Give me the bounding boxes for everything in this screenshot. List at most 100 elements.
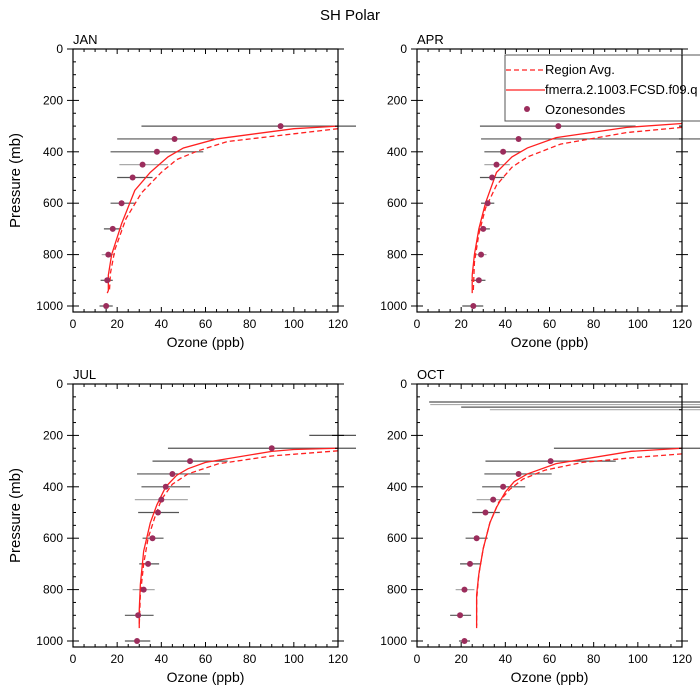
x-tick-label: 80 — [587, 317, 601, 331]
x-tick-label: 60 — [199, 317, 213, 331]
y-tick-label: 200 — [43, 428, 63, 442]
x-tick-label: 40 — [155, 317, 169, 331]
sonde-point — [169, 470, 176, 477]
sonde-point — [478, 251, 485, 258]
sonde-point — [145, 560, 152, 567]
x-tick-label: 60 — [543, 317, 557, 331]
legend-entry-label: fmerra.2.1003.FCSD.f09.q — [545, 82, 697, 97]
sonde-point — [475, 277, 482, 284]
y-tick-label: 200 — [387, 428, 407, 442]
sonde-point — [457, 612, 464, 619]
figure-title: SH Polar — [320, 7, 380, 24]
sonde-point — [171, 135, 178, 142]
y-tick-label: 200 — [387, 93, 407, 107]
model-line — [138, 447, 338, 629]
region-avg-line — [472, 126, 682, 291]
sonde-point — [489, 174, 496, 181]
x-tick-label: 80 — [587, 652, 601, 666]
x-axis-label: Ozone (ppb) — [511, 669, 589, 685]
sonde-point — [118, 200, 125, 207]
panel-jul: JUL 0 20 40 60 80 100 120 0 200 400 600 800 1000 Ozone… — [7, 367, 356, 685]
plot-frame — [72, 383, 339, 648]
sonde-point — [515, 470, 522, 477]
x-axis-label: Ozone (ppb) — [167, 669, 245, 685]
legend: Region Avg. fmerra.2.1003.FCSD.f09.q Ozone… — [504, 54, 700, 122]
x-tick-label: 120 — [672, 652, 692, 666]
x-tick-label: 100 — [628, 317, 648, 331]
sonde-point — [158, 496, 165, 503]
panel-label: JAN — [73, 32, 98, 47]
sonde-point — [103, 303, 110, 309]
x-tick-label: 100 — [284, 317, 304, 331]
sonde-point — [129, 174, 136, 181]
sonde-point — [104, 277, 111, 284]
panel-label: APR — [417, 32, 444, 47]
y-tick-label: 200 — [43, 93, 63, 107]
x-tick-label: 100 — [284, 652, 304, 666]
sonde-point — [500, 148, 507, 155]
y-tick-label: 600 — [43, 531, 63, 545]
x-tick-label: 60 — [543, 652, 557, 666]
plot-frame — [416, 383, 683, 648]
sonde-point — [547, 458, 554, 465]
y-tick-label: 0 — [56, 377, 63, 391]
panel-label: JUL — [73, 367, 96, 382]
sonde-point — [268, 445, 275, 452]
x-tick-label: 0 — [414, 652, 421, 666]
sonde-point — [149, 535, 156, 542]
sonde-point — [482, 509, 489, 516]
sonde-point — [140, 586, 147, 593]
sonde-point — [490, 496, 497, 503]
y-tick-label: 800 — [43, 248, 63, 262]
panel-label: OCT — [417, 367, 445, 382]
y-tick-label: 400 — [43, 480, 63, 494]
x-tick-label: 40 — [499, 652, 513, 666]
x-tick-label: 100 — [628, 652, 648, 666]
model-line — [471, 122, 682, 294]
y-tick-label: 600 — [43, 196, 63, 210]
sonde-point — [480, 225, 487, 232]
x-tick-label: 120 — [328, 317, 348, 331]
legend-entry-label: Region Avg. — [545, 62, 615, 77]
region-avg-line — [138, 450, 338, 626]
y-tick-label: 800 — [387, 248, 407, 262]
panel-oct: OCT 0 20 40 60 80 100 120 0 200 400 600 800 1000 Ozone… — [380, 367, 700, 685]
y-tick-label: 1000 — [36, 634, 63, 648]
y-axis-label: Pressure (mb) — [7, 133, 24, 228]
x-tick-label: 120 — [328, 652, 348, 666]
sonde-point — [135, 612, 142, 619]
sonde-point — [155, 509, 162, 516]
sonde-point — [187, 458, 194, 465]
y-axis-label: Pressure (mb) — [7, 468, 24, 563]
x-axis-label: Ozone (ppb) — [167, 334, 245, 350]
x-tick-label: 60 — [199, 652, 213, 666]
y-tick-label: 1000 — [380, 299, 407, 313]
sonde-point — [470, 303, 477, 309]
y-tick-label: 0 — [400, 377, 407, 391]
y-tick-label: 600 — [387, 531, 407, 545]
y-tick-label: 1000 — [380, 634, 407, 648]
sonde-point — [134, 638, 141, 644]
sonde-point — [162, 483, 169, 490]
region-avg-line — [475, 453, 682, 626]
sonde-point — [467, 560, 473, 567]
x-tick-label: 80 — [243, 317, 257, 331]
sonde-point — [105, 251, 112, 258]
y-tick-label: 1000 — [36, 299, 63, 313]
model-line — [475, 447, 682, 629]
x-axis-label: Ozone (ppb) — [511, 334, 589, 350]
sonde-point — [500, 483, 507, 490]
sonde-point — [277, 123, 284, 130]
sonde-point — [484, 200, 491, 207]
x-tick-label: 40 — [155, 652, 169, 666]
y-tick-label: 800 — [43, 583, 63, 597]
sonde-point — [493, 161, 500, 168]
sonde-point — [139, 161, 146, 168]
y-tick-label: 400 — [43, 145, 63, 159]
y-tick-label: 800 — [387, 583, 407, 597]
sonde-point — [555, 123, 562, 130]
sonde-point — [473, 535, 480, 542]
x-tick-label: 20 — [454, 652, 468, 666]
